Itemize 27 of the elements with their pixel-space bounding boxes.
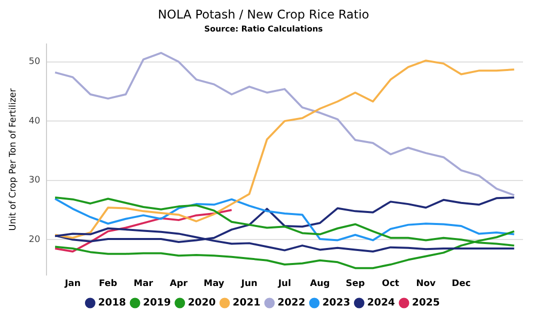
legend-label: 2024	[367, 298, 396, 309]
x-tick-label: Aug	[310, 278, 330, 289]
x-tick-label: Oct	[382, 278, 400, 289]
x-tick-label: May	[204, 278, 224, 289]
y-tick-label: 50	[28, 57, 41, 68]
x-tick-label: Jun	[240, 278, 258, 289]
chart-subtitle: Source: Ratio Calculations	[204, 24, 324, 34]
x-tick-label: Dec	[452, 278, 471, 289]
legend-label: 2020	[188, 298, 216, 309]
x-tick-label: Feb	[98, 278, 118, 289]
legend-label: 2019	[143, 298, 171, 309]
legend-label: 2023	[322, 298, 350, 309]
y-tick-label: 30	[28, 176, 41, 186]
legend-label: 2021	[232, 298, 261, 309]
x-tick-label: Mar	[134, 278, 154, 289]
x-tick-label: Jan	[64, 278, 81, 289]
x-tick-label: Jul	[277, 278, 292, 289]
legend-label: 2022	[278, 298, 306, 309]
y-tick-label: 40	[28, 116, 41, 126]
y-tick-label: 20	[28, 234, 41, 245]
chart-title: NOLA Potash / New Crop Rice Ratio	[158, 7, 370, 22]
y-axis-title: Unit of Crop Per Ton of Fertilizer	[8, 88, 19, 231]
legend-label: 2025	[412, 298, 440, 309]
legend-label: 2018	[98, 298, 126, 309]
x-tick-label: Apr	[170, 278, 188, 289]
x-tick-label: Sep	[346, 278, 366, 289]
x-tick-label: Nov	[416, 278, 436, 289]
